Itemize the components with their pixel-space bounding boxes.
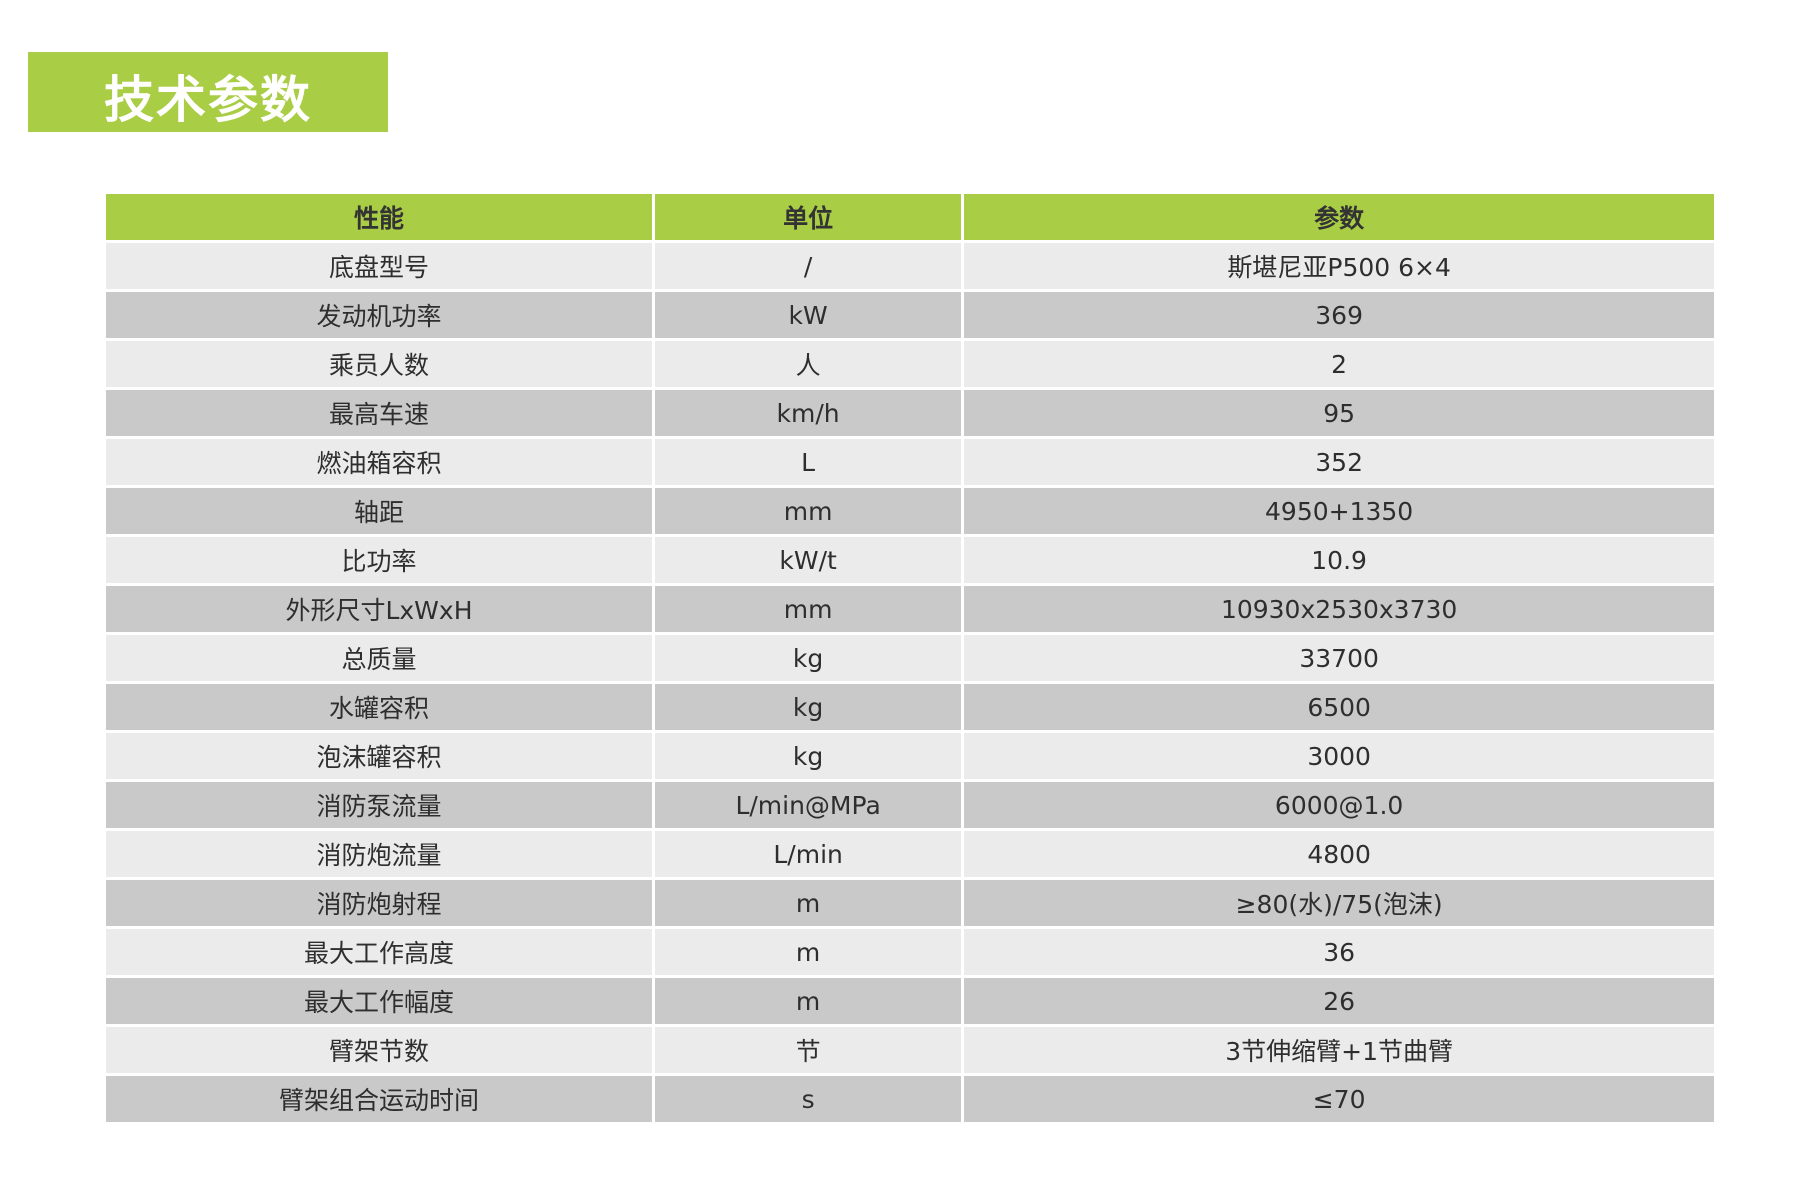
cell-unit: m	[654, 880, 962, 926]
cell-parameter: 33700	[964, 635, 1714, 681]
cell-unit: m	[654, 929, 962, 975]
header-performance: 性能	[106, 194, 652, 240]
cell-parameter: ≤70	[964, 1076, 1714, 1122]
cell-performance: 发动机功率	[106, 292, 652, 338]
cell-unit: L/min	[654, 831, 962, 877]
cell-unit: 人	[654, 341, 962, 387]
cell-unit: kW	[654, 292, 962, 338]
cell-performance: 水罐容积	[106, 684, 652, 730]
cell-unit: 节	[654, 1027, 962, 1073]
cell-parameter: 3节伸缩臂+1节曲臂	[964, 1027, 1714, 1073]
cell-parameter: 36	[964, 929, 1714, 975]
cell-unit: km/h	[654, 390, 962, 436]
cell-performance: 臂架节数	[106, 1027, 652, 1073]
table-row: 泡沫罐容积 kg 3000	[106, 733, 1714, 779]
table-row: 轴距 mm 4950+1350	[106, 488, 1714, 534]
table-row: 消防炮射程 m ≥80(水)/75(泡沫)	[106, 880, 1714, 926]
section-title-banner: 技术参数	[28, 52, 388, 132]
table-row: 消防泵流量 L/min@MPa 6000@1.0	[106, 782, 1714, 828]
table-row: 发动机功率 kW 369	[106, 292, 1714, 338]
table-row: 比功率 kW/t 10.9	[106, 537, 1714, 583]
cell-unit: m	[654, 978, 962, 1024]
cell-parameter: 3000	[964, 733, 1714, 779]
table-row: 消防炮流量 L/min 4800	[106, 831, 1714, 877]
cell-unit: L	[654, 439, 962, 485]
cell-parameter: 26	[964, 978, 1714, 1024]
cell-unit: kg	[654, 684, 962, 730]
cell-unit: kg	[654, 635, 962, 681]
cell-performance: 燃油箱容积	[106, 439, 652, 485]
cell-unit: L/min@MPa	[654, 782, 962, 828]
cell-performance: 外形尺寸LxWxH	[106, 586, 652, 632]
cell-performance: 消防泵流量	[106, 782, 652, 828]
table-header-row: 性能 单位 参数	[106, 194, 1714, 240]
cell-performance: 泡沫罐容积	[106, 733, 652, 779]
cell-performance: 消防炮流量	[106, 831, 652, 877]
cell-unit: mm	[654, 586, 962, 632]
cell-parameter: 95	[964, 390, 1714, 436]
cell-performance: 比功率	[106, 537, 652, 583]
cell-parameter: 369	[964, 292, 1714, 338]
cell-parameter: 4800	[964, 831, 1714, 877]
cell-unit: kW/t	[654, 537, 962, 583]
cell-performance: 乘员人数	[106, 341, 652, 387]
section-title: 技术参数	[104, 71, 312, 129]
table-row: 外形尺寸LxWxH mm 10930x2530x3730	[106, 586, 1714, 632]
cell-performance: 消防炮射程	[106, 880, 652, 926]
table-row: 乘员人数人 2	[106, 341, 1714, 387]
cell-unit: mm	[654, 488, 962, 534]
cell-performance: 底盘型号	[106, 243, 652, 289]
cell-parameter: 352	[964, 439, 1714, 485]
cell-performance: 最高车速	[106, 390, 652, 436]
table-row: 最高车速 km/h 95	[106, 390, 1714, 436]
cell-parameter: 6500	[964, 684, 1714, 730]
table-row: 总质量 kg 33700	[106, 635, 1714, 681]
cell-parameter: 6000@1.0	[964, 782, 1714, 828]
table-row: 臂架节数节 3节伸缩臂+1节曲臂	[106, 1027, 1714, 1073]
cell-performance: 总质量	[106, 635, 652, 681]
header-unit: 单位	[654, 194, 962, 240]
spec-table: 性能 单位 参数 底盘型号 / 斯堪尼亚P500 6×4 发动机功率 kW 369 乘员人数…	[103, 191, 1717, 1125]
cell-parameter: 4950+1350	[964, 488, 1714, 534]
table-row: 臂架组合运动时间 s ≤70	[106, 1076, 1714, 1122]
cell-parameter: 10930x2530x3730	[964, 586, 1714, 632]
table-row: 燃油箱容积 L 352	[106, 439, 1714, 485]
table-row: 底盘型号 / 斯堪尼亚P500 6×4	[106, 243, 1714, 289]
cell-parameter: ≥80(水)/75(泡沫)	[964, 880, 1714, 926]
cell-parameter: 10.9	[964, 537, 1714, 583]
cell-unit: /	[654, 243, 962, 289]
cell-parameter: 斯堪尼亚P500 6×4	[964, 243, 1714, 289]
cell-performance: 最大工作高度	[106, 929, 652, 975]
table-row: 最大工作高度 m 36	[106, 929, 1714, 975]
cell-unit: kg	[654, 733, 962, 779]
cell-performance: 最大工作幅度	[106, 978, 652, 1024]
cell-unit: s	[654, 1076, 962, 1122]
cell-performance: 臂架组合运动时间	[106, 1076, 652, 1122]
table-row: 最大工作幅度 m 26	[106, 978, 1714, 1024]
header-parameter: 参数	[964, 194, 1714, 240]
table-row: 水罐容积 kg 6500	[106, 684, 1714, 730]
cell-parameter: 2	[964, 341, 1714, 387]
cell-performance: 轴距	[106, 488, 652, 534]
